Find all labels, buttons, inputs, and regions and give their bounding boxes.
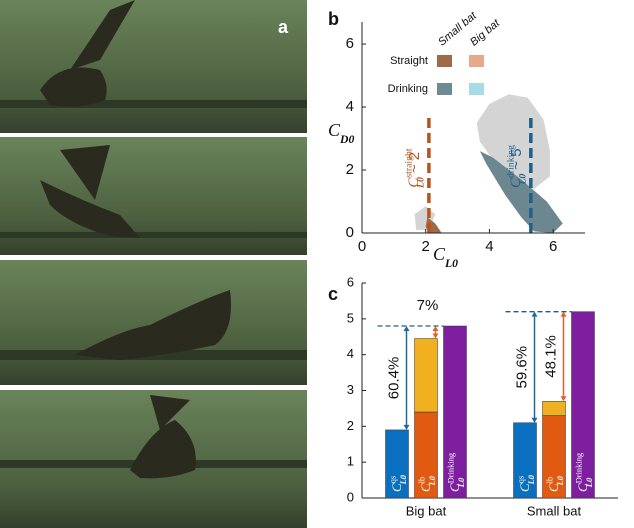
math-symbol: C xyxy=(433,244,446,264)
annotation: 59.6% xyxy=(513,346,530,389)
math-sub: L0 xyxy=(584,477,594,488)
math-label: ClbL0 xyxy=(544,475,564,492)
math-label: CDrinkingL0 xyxy=(445,452,465,492)
math-sub: L0 xyxy=(398,474,408,485)
legend-swatch xyxy=(469,83,484,95)
math-sub: L0 xyxy=(555,475,565,486)
photo-panel xyxy=(0,0,307,133)
math-symbol: C xyxy=(389,483,404,492)
legend-swatch xyxy=(437,55,452,67)
math-rest: ~ 2 xyxy=(406,152,423,173)
bar xyxy=(542,401,566,416)
x-tick-label: Small bat xyxy=(527,503,582,518)
photo-panel xyxy=(0,137,307,255)
photo-panel xyxy=(0,260,307,385)
math-sup: lb xyxy=(544,477,554,484)
bar xyxy=(571,311,595,499)
bar xyxy=(414,338,438,413)
y-tick-label: 0 xyxy=(346,224,354,241)
math-sub: L0 xyxy=(526,474,536,485)
math-sub: L0 xyxy=(444,257,458,270)
math-symbol: C xyxy=(447,483,462,492)
x-tick-label: Big bat xyxy=(406,503,447,518)
math-sup: qs xyxy=(387,476,397,484)
panel-label: c xyxy=(328,284,338,304)
y-tick-label: 4 xyxy=(346,98,354,115)
y-tick-label: 4 xyxy=(347,346,354,361)
x-tick-label: 6 xyxy=(549,238,557,255)
annotation: 48.1% xyxy=(542,335,559,378)
math-symbol: C xyxy=(328,120,341,140)
math-symbol: C xyxy=(406,177,422,188)
math-sub: D0 xyxy=(339,133,354,146)
bar xyxy=(513,422,537,499)
legend-label: Drinking xyxy=(388,83,428,95)
math-label: CqsL0 xyxy=(387,474,407,492)
math-sub: L0 xyxy=(427,475,437,486)
arrow-head xyxy=(432,326,439,339)
math-sup: straight xyxy=(404,148,415,178)
math-label: CDrinkingL0 xyxy=(573,452,593,492)
math-sup: Drinking xyxy=(445,452,455,483)
panel-label: b xyxy=(328,9,339,29)
bar xyxy=(385,429,409,499)
math-sup: qs xyxy=(515,476,525,484)
y-tick-label: 2 xyxy=(346,161,354,178)
x-tick-label: 2 xyxy=(422,238,430,255)
annotation: 60.4% xyxy=(385,357,402,400)
math-sub: L0 xyxy=(416,177,427,189)
math-label: CL0 xyxy=(433,244,458,270)
y-tick-label: 1 xyxy=(347,454,354,469)
annotation: 7% xyxy=(417,297,439,314)
legend-label: Straight xyxy=(390,55,428,67)
math-sub: L0 xyxy=(456,477,466,488)
legend-swatch xyxy=(469,55,484,67)
region xyxy=(479,151,563,233)
math-sub: L0 xyxy=(518,174,529,186)
x-tick-label: 0 xyxy=(358,238,366,255)
math-sup: Drinking xyxy=(573,452,583,483)
y-tick-label: 0 xyxy=(347,489,354,504)
y-tick-label: 6 xyxy=(346,35,354,52)
y-tick-label: 6 xyxy=(347,274,354,289)
math-label: CstraightL0 ~ 2 xyxy=(404,148,427,189)
math-label: CqsL0 xyxy=(515,474,535,492)
y-tick-label: 5 xyxy=(347,310,354,325)
panel-label: a xyxy=(278,17,289,37)
y-tick-label: 3 xyxy=(347,382,354,397)
math-sup: drinking xyxy=(506,145,517,178)
math-rest: ~ 5 xyxy=(508,148,525,169)
photo-panel xyxy=(0,390,307,528)
math-symbol: C xyxy=(575,483,590,492)
legend-swatch xyxy=(437,83,452,95)
math-sup: lb xyxy=(416,477,426,484)
math-label: CD0 xyxy=(328,120,354,146)
math-label: CdrinkingL0 ~ 5 xyxy=(506,145,529,188)
math-symbol: C xyxy=(508,177,524,188)
bar xyxy=(443,325,467,499)
math-symbol: C xyxy=(546,483,561,492)
x-tick-label: 4 xyxy=(485,238,493,255)
math-label: ClbL0 xyxy=(416,475,436,492)
y-tick-label: 2 xyxy=(347,418,354,433)
math-symbol: C xyxy=(418,483,433,492)
math-symbol: C xyxy=(517,483,532,492)
